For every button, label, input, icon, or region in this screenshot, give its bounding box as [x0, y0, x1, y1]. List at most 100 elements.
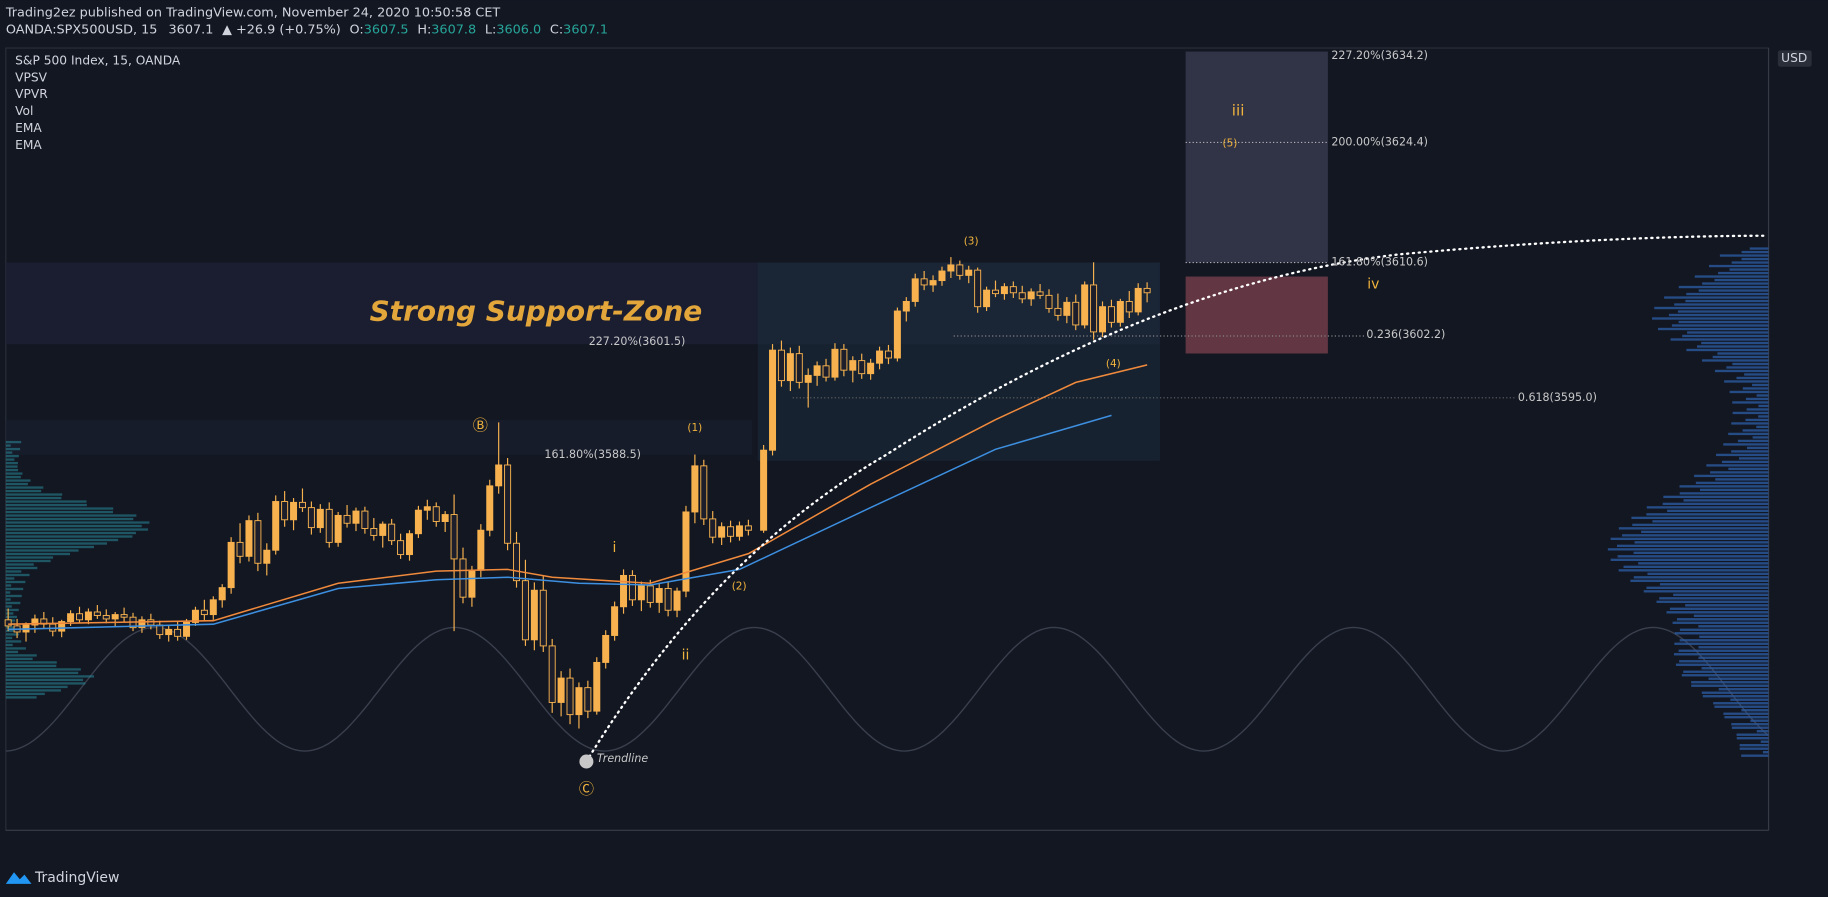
- candle-body: [477, 529, 485, 571]
- profile-bar: [5, 608, 19, 612]
- candle-body: [709, 518, 717, 538]
- candle-body: [397, 540, 405, 556]
- candle-body: [138, 619, 146, 629]
- profile-bar: [1728, 467, 1769, 471]
- candle-body: [102, 614, 110, 620]
- profile-bar: [1745, 397, 1769, 401]
- candle-body: [1134, 287, 1142, 313]
- profile-bar: [5, 465, 18, 468]
- candle-body: [58, 621, 66, 632]
- candle-body: [1081, 284, 1089, 326]
- candle-body: [1063, 301, 1071, 316]
- trendline-anchor: [579, 754, 594, 769]
- profile-bar: [5, 479, 31, 482]
- profile-bar: [1714, 705, 1769, 708]
- candle-body: [548, 645, 556, 703]
- candle-body: [432, 506, 440, 522]
- candle-body: [1045, 294, 1053, 309]
- profile-bar: [5, 640, 22, 643]
- profile-bar: [5, 542, 108, 545]
- candle-body: [929, 280, 937, 286]
- profile-bar: [5, 643, 13, 647]
- candle-body: [1036, 291, 1044, 296]
- candle-body: [1125, 300, 1133, 313]
- legend-entry: VPSV: [15, 70, 48, 84]
- profile-bar: [1647, 572, 1769, 575]
- profile-bar: [1630, 579, 1769, 582]
- candle-body: [468, 569, 476, 598]
- profile-bar: [5, 496, 62, 500]
- footer-brand: TradingView: [34, 870, 119, 886]
- candle-body: [414, 509, 422, 535]
- wave-label: (1): [687, 422, 702, 434]
- profile-bar: [1741, 709, 1769, 712]
- profile-bar: [1667, 509, 1769, 513]
- profile-bar: [1719, 254, 1769, 257]
- candle-body: [795, 353, 803, 383]
- profile-bar: [1723, 712, 1769, 715]
- candle-body: [760, 449, 768, 531]
- candle-body: [822, 365, 830, 378]
- candle-body: [111, 614, 119, 620]
- fib-annotation: 200.00%(3624.4): [1331, 135, 1428, 148]
- candle-body: [334, 514, 342, 543]
- profile-bar: [1721, 460, 1769, 464]
- profile-bar: [1652, 317, 1769, 320]
- profile-bar: [1749, 247, 1769, 250]
- candle-body: [316, 508, 324, 529]
- candle-body: [530, 589, 538, 641]
- profile-bar: [5, 552, 70, 556]
- candle-body: [352, 510, 360, 524]
- profile-bar: [1633, 551, 1769, 555]
- profile-bar: [1678, 320, 1769, 324]
- profile-bar: [1762, 751, 1769, 754]
- candle-body: [646, 585, 654, 603]
- currency: USD: [1781, 51, 1807, 65]
- profile-bar: [5, 475, 21, 479]
- profile-bar: [1693, 614, 1769, 617]
- profile-bar: [5, 594, 22, 598]
- profile-bar: [1687, 331, 1769, 334]
- profile-bar: [1646, 586, 1769, 589]
- profile-bar: [1682, 334, 1769, 338]
- profile-bar: [1683, 499, 1769, 502]
- profile-bar: [1610, 558, 1769, 562]
- profile-bar: [1633, 576, 1769, 579]
- candle-body: [183, 621, 191, 637]
- profile-bar: [5, 633, 19, 636]
- profile-bar: [1679, 492, 1769, 495]
- candle-body: [991, 289, 999, 295]
- profile-bar: [5, 692, 45, 696]
- profile-bar: [1731, 726, 1769, 729]
- profile-bar: [5, 447, 21, 451]
- profile-bar: [5, 696, 37, 699]
- profile-bar: [1672, 621, 1769, 624]
- profile-bar: [1622, 534, 1769, 537]
- profile-bar: [1618, 569, 1769, 572]
- profile-bar: [5, 559, 51, 563]
- ohlc-key: C:: [550, 22, 563, 37]
- profile-bar: [5, 598, 11, 601]
- profile-bar: [5, 601, 21, 605]
- profile-bar: [1718, 688, 1769, 691]
- profile-bar: [1737, 439, 1769, 443]
- candle-body: [218, 587, 226, 601]
- profile-bar: [1731, 450, 1769, 453]
- profile-bar: [5, 440, 22, 444]
- profile-bar: [5, 661, 57, 664]
- profile-bar: [5, 521, 150, 524]
- candle-body: [620, 574, 628, 608]
- candle-body: [1143, 287, 1151, 294]
- symbol-line: OANDA:SPX500USD, 15 3607.1 ▲ +26.9 (+0.7…: [6, 22, 608, 37]
- profile-bar: [1752, 383, 1769, 387]
- annotations: Trendline Strong Support-Zone 227.20%(36…: [370, 49, 1597, 798]
- profile-bar: [1750, 719, 1769, 722]
- wave-label: (5): [1223, 138, 1238, 150]
- profile-bar: [1708, 677, 1769, 680]
- candle-body: [584, 687, 592, 712]
- profile-bar: [5, 507, 114, 510]
- profile-bar: [1691, 684, 1769, 687]
- candle-body: [298, 501, 306, 509]
- candle-body: [727, 526, 735, 537]
- candle-body: [867, 362, 875, 375]
